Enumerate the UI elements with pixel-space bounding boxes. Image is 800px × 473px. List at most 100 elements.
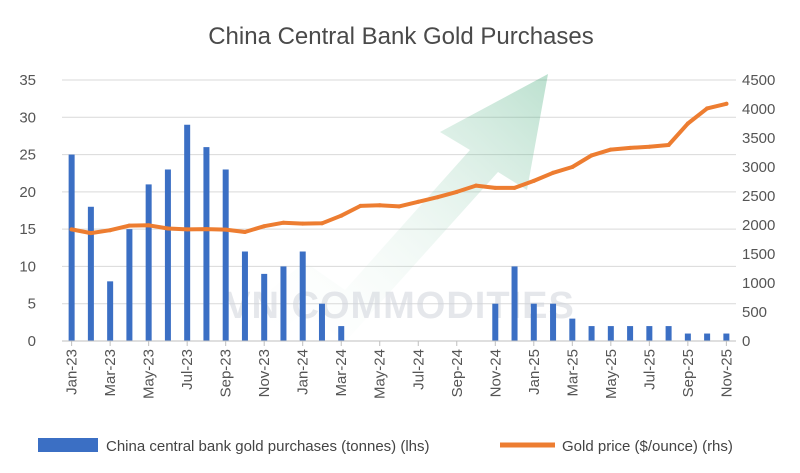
bar bbox=[107, 281, 114, 341]
x-tick-label: May-23 bbox=[141, 349, 158, 399]
bar bbox=[665, 326, 672, 341]
line-point bbox=[589, 153, 594, 158]
line-point bbox=[204, 227, 209, 232]
watermark-arrow bbox=[255, 74, 548, 342]
x-tick-label: Jul-25 bbox=[641, 349, 658, 390]
y-right-tick-label: 3000 bbox=[742, 159, 775, 176]
bar bbox=[68, 154, 75, 341]
x-tick-label: Mar-24 bbox=[333, 349, 350, 397]
line-point bbox=[146, 223, 151, 228]
y-axis-left: 0 5 10 15 20 25 30 35 bbox=[19, 72, 36, 350]
bar bbox=[646, 326, 653, 341]
legend-label-bars: China central bank gold purchases (tonne… bbox=[106, 438, 430, 455]
line-point bbox=[339, 213, 344, 218]
y-right-tick-label: 0 bbox=[742, 333, 750, 350]
legend-swatch-bars bbox=[38, 438, 98, 452]
bar bbox=[87, 206, 94, 341]
line-point bbox=[570, 165, 575, 169]
bar bbox=[511, 266, 518, 341]
line-point bbox=[724, 101, 729, 106]
bar bbox=[704, 333, 711, 341]
watermark-text: VN COMMODITIES bbox=[225, 285, 575, 327]
line-point bbox=[262, 224, 267, 229]
y-left-tick-label: 15 bbox=[19, 221, 36, 238]
bar bbox=[241, 251, 248, 341]
y-right-tick-label: 2000 bbox=[742, 217, 775, 234]
x-tick-label: Sep-25 bbox=[680, 349, 697, 397]
line-point bbox=[127, 223, 132, 228]
y-axis-right: 0 500 1000 1500 2000 2500 3000 3500 4000 4500 bbox=[742, 72, 775, 350]
line-point bbox=[647, 144, 652, 149]
bar bbox=[627, 326, 634, 341]
line-point bbox=[493, 185, 498, 190]
legend: China central bank gold purchases (tonne… bbox=[38, 438, 733, 455]
bar bbox=[299, 251, 306, 341]
bar bbox=[318, 303, 325, 341]
y-left-tick-label: 10 bbox=[19, 258, 36, 275]
x-tick-label: Nov-25 bbox=[718, 349, 735, 397]
x-tick-label: Mar-25 bbox=[564, 349, 581, 397]
x-tick-label: Jan-24 bbox=[295, 349, 312, 395]
line-point bbox=[108, 228, 113, 233]
x-tick-label: Jan-23 bbox=[64, 349, 81, 395]
bar bbox=[164, 169, 171, 341]
y-left-tick-label: 35 bbox=[19, 72, 36, 89]
line-point bbox=[416, 199, 421, 204]
bar bbox=[280, 266, 287, 341]
line-point bbox=[223, 227, 228, 232]
bar bbox=[126, 229, 133, 341]
y-right-tick-label: 4000 bbox=[742, 101, 775, 118]
x-tick-label: May-24 bbox=[372, 349, 389, 399]
bar bbox=[338, 326, 345, 341]
y-right-tick-label: 3500 bbox=[742, 130, 775, 147]
chart-title: China Central Bank Gold Purchases bbox=[208, 23, 594, 50]
line-point bbox=[435, 195, 440, 200]
bar-series bbox=[68, 124, 730, 341]
line-point bbox=[666, 143, 671, 147]
y-right-tick-label: 1500 bbox=[742, 246, 775, 263]
line-point bbox=[474, 183, 478, 188]
line-point bbox=[512, 185, 517, 190]
line-series bbox=[69, 101, 729, 236]
x-tick-label: Jan-25 bbox=[526, 349, 543, 395]
y-left-tick-label: 0 bbox=[28, 333, 36, 350]
line-point bbox=[685, 121, 690, 126]
line-point bbox=[608, 147, 613, 152]
line-point bbox=[69, 227, 74, 232]
x-tick-label: Mar-23 bbox=[102, 349, 119, 397]
bar bbox=[261, 273, 268, 341]
line-point bbox=[320, 221, 324, 226]
line-point bbox=[185, 227, 190, 232]
x-tick-label: Nov-24 bbox=[487, 349, 504, 397]
line-point bbox=[454, 189, 459, 194]
bar bbox=[550, 303, 557, 341]
bar bbox=[184, 124, 191, 341]
line-point bbox=[551, 170, 556, 175]
x-tick-label: Sep-24 bbox=[449, 349, 466, 397]
line-point bbox=[531, 178, 536, 183]
x-tick-label: Sep-23 bbox=[218, 349, 235, 397]
line-point bbox=[242, 230, 247, 234]
y-right-tick-label: 1000 bbox=[742, 275, 775, 292]
line-point bbox=[377, 203, 382, 208]
y-right-tick-label: 4500 bbox=[742, 72, 775, 89]
legend-label-line: Gold price ($/ounce) (rhs) bbox=[562, 438, 733, 455]
y-left-tick-label: 20 bbox=[19, 184, 36, 201]
x-tick-label: May-25 bbox=[603, 349, 620, 399]
x-tick-label: Jul-24 bbox=[410, 349, 427, 390]
line-point bbox=[281, 220, 286, 225]
bar bbox=[492, 303, 499, 341]
y-left-tick-label: 25 bbox=[19, 147, 36, 164]
line-point bbox=[628, 145, 633, 150]
line-point bbox=[88, 231, 93, 236]
bar bbox=[607, 326, 614, 341]
x-tick-label: Jul-23 bbox=[179, 349, 196, 390]
bar bbox=[588, 326, 595, 341]
line-point bbox=[165, 226, 170, 231]
line-point bbox=[705, 106, 710, 111]
y-left-tick-label: 30 bbox=[19, 109, 36, 126]
x-tick-label: Nov-23 bbox=[256, 349, 273, 397]
bar bbox=[569, 318, 576, 341]
bar bbox=[684, 333, 691, 341]
